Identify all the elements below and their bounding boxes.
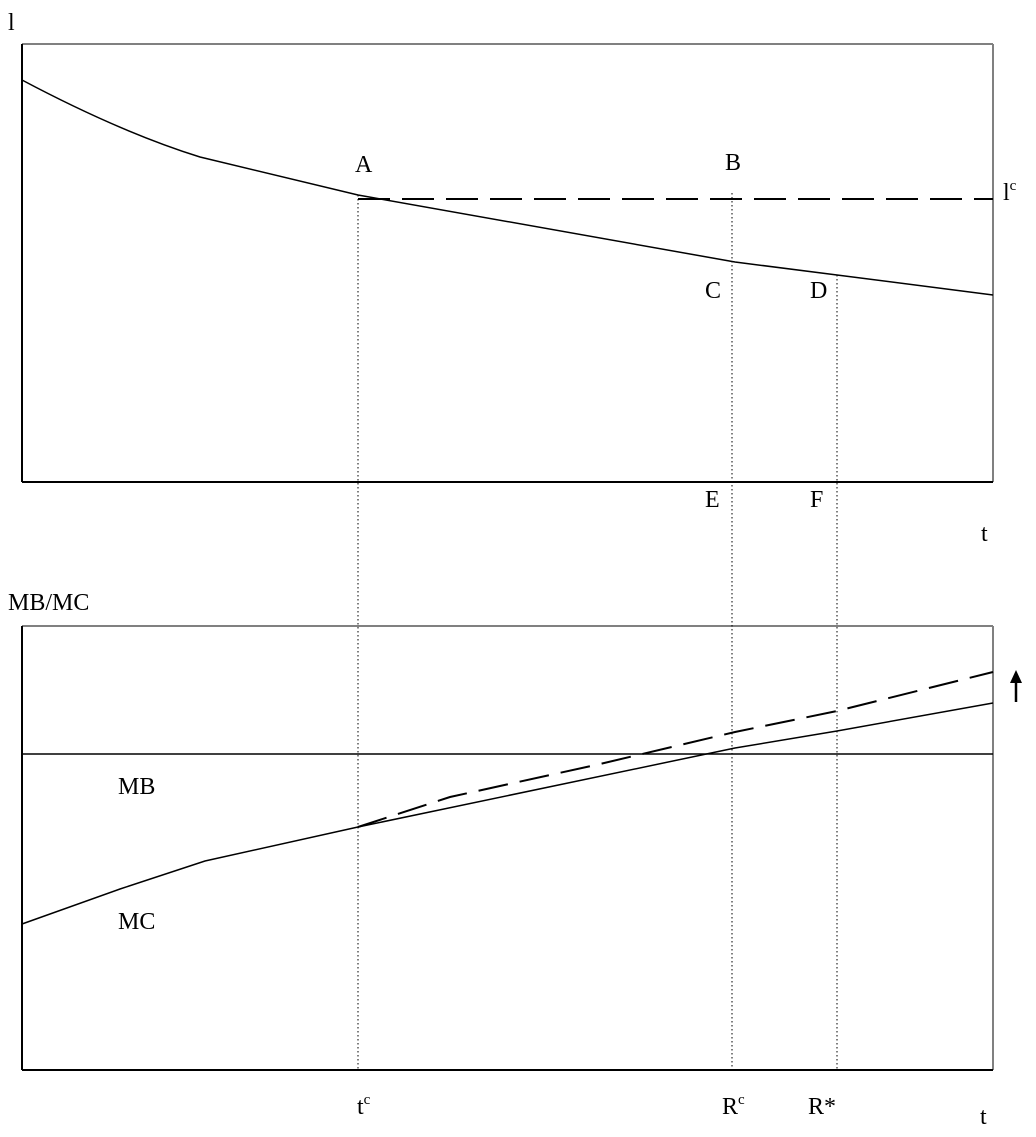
marker-label-tc: tc <box>357 1092 371 1120</box>
vertical-guides <box>357 193 838 1070</box>
point-label-e: E <box>705 487 720 513</box>
marker-label-tc-sup: c <box>364 1092 371 1108</box>
point-label-f: F <box>810 487 823 513</box>
point-label-d: D <box>810 278 827 304</box>
marker-label-rstar-base: R* <box>808 1094 836 1120</box>
dashed-line-label-sup: c <box>1010 178 1017 194</box>
marker-label-rc: Rc <box>722 1092 745 1120</box>
point-label-a: A <box>355 152 373 178</box>
mc-curve <box>21 702 994 925</box>
bottom-panel: MB MC MB/MC t <box>8 590 1022 1130</box>
top-panel: A B C D E F lc l t <box>8 10 1017 547</box>
point-label-c: C <box>705 278 721 304</box>
dashed-line-label: lc <box>1003 178 1017 206</box>
mc-label: MC <box>118 909 155 935</box>
dashed-line-label-base: l <box>1003 180 1010 206</box>
marker-label-rstar: R* <box>808 1094 836 1120</box>
top-declining-curve <box>21 79 994 296</box>
top-x-axis-label: t <box>981 521 988 547</box>
mc-shifted-curve <box>357 671 994 828</box>
mb-label: MB <box>118 774 155 800</box>
marker-label-rc-base: R <box>722 1094 738 1120</box>
x-marker-labels: tc Rc R* <box>357 1092 836 1120</box>
marker-label-tc-base: t <box>357 1094 364 1120</box>
bottom-y-axis-label: MB/MC <box>8 590 89 616</box>
marker-label-rc-sup: c <box>738 1092 745 1108</box>
up-arrow-icon <box>1010 670 1022 702</box>
point-label-b: B <box>725 150 741 176</box>
bottom-x-axis-label: t <box>980 1104 987 1130</box>
top-y-axis-label: l <box>8 10 15 36</box>
